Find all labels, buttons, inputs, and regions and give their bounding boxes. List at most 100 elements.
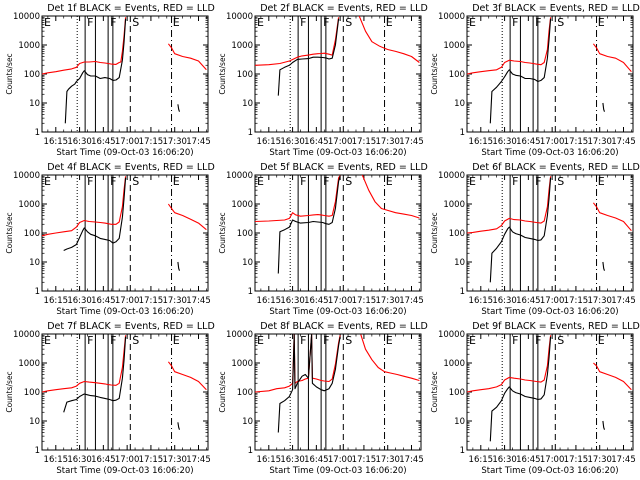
lld-series-line <box>167 43 207 71</box>
x-tick-label: 17:15 <box>352 296 377 306</box>
region-letter: E <box>469 334 476 347</box>
region-letter: F <box>512 16 518 29</box>
x-tick-label: 16:15 <box>44 296 69 306</box>
x-tick-label: 17:15 <box>139 455 164 465</box>
region-letter: E <box>598 334 605 347</box>
x-tick-label: 16:15 <box>257 296 282 306</box>
y-axis-label: Counts/sec <box>5 212 14 253</box>
x-tick-label: 17:30 <box>162 296 187 306</box>
region-letter: F <box>512 175 518 188</box>
lld-series-line <box>255 334 341 393</box>
x-tick-label: 17:30 <box>587 137 612 147</box>
region-letter: F <box>300 16 306 29</box>
x-tick-label: 16:30 <box>67 137 92 147</box>
x-tick-label: 16:45 <box>304 455 329 465</box>
y-tick-label: 10000 <box>13 12 40 22</box>
events-series-line <box>277 334 341 433</box>
x-tick-label: 17:45 <box>186 137 211 147</box>
data-group <box>42 335 207 430</box>
x-tick-label: 17:30 <box>587 455 612 465</box>
region-letter: S <box>345 334 352 347</box>
x-axis-label: Start Time (09-Oct-03 16:06:20) <box>269 466 406 476</box>
data-group <box>255 175 420 274</box>
x-tick-label: 17:30 <box>375 137 400 147</box>
x-tick-label: 17:45 <box>186 296 211 306</box>
y-tick-label: 100 <box>449 388 465 398</box>
data-group <box>467 176 632 283</box>
lld-series-line <box>592 43 632 73</box>
events-series-line <box>277 18 340 96</box>
region-letter: F <box>87 175 93 188</box>
x-tick-label: 17:15 <box>564 455 589 465</box>
lld-series-line <box>167 361 207 391</box>
y-tick-label: 10 <box>454 258 465 268</box>
x-tick-label: 17:45 <box>186 455 211 465</box>
x-tick-label: 16:30 <box>492 296 517 306</box>
y-tick-label: 10 <box>454 99 465 109</box>
region-letter: S <box>132 334 139 347</box>
region-letter: S <box>132 16 139 29</box>
x-tick-label: 17:00 <box>328 455 353 465</box>
detector-panel: Det 9f BLACK = Events, RED = LLD 1 10 100 10… <box>430 321 640 476</box>
y-tick-label: 1 <box>460 446 465 456</box>
x-axis-label: Start Time (09-Oct-03 16:06:20) <box>269 148 406 158</box>
y-tick-label: 1000 <box>443 359 465 369</box>
y-tick-label: 1000 <box>18 200 40 210</box>
region-letter: E <box>386 334 393 347</box>
x-tick-label: 16:30 <box>492 137 517 147</box>
lld-series-line <box>358 16 420 63</box>
region-letter: E <box>469 16 476 29</box>
detector-panel: Det 2f BLACK = Events, RED = LLD 1 10 100 10… <box>218 3 428 158</box>
x-tick-label: 16:30 <box>67 455 92 465</box>
y-tick-label: 10000 <box>438 330 465 340</box>
x-tick-label: 17:45 <box>399 296 424 306</box>
x-tick-label: 17:30 <box>162 137 187 147</box>
lld-series-line <box>42 176 127 237</box>
x-axis-label: Start Time (09-Oct-03 16:06:20) <box>481 307 618 317</box>
region-letter: S <box>345 175 352 188</box>
lld-series-line <box>467 335 552 393</box>
x-tick-label: 16:30 <box>280 296 305 306</box>
events-series-line <box>489 336 552 442</box>
region-letter: F <box>512 334 518 347</box>
events-series-line <box>177 104 181 112</box>
events-series-line <box>489 18 552 124</box>
x-tick-label: 16:15 <box>257 455 282 465</box>
x-tick-label: 17:45 <box>611 455 636 465</box>
lld-series-line <box>592 202 632 232</box>
region-letter: F <box>323 16 329 29</box>
lld-series-line <box>255 175 341 223</box>
y-tick-label: 1000 <box>18 359 40 369</box>
y-tick-label: 100 <box>237 229 253 239</box>
region-letter: S <box>345 16 352 29</box>
region-letter: F <box>323 175 329 188</box>
detector-panel: Det 3f BLACK = Events, RED = LLD 1 10 100 10… <box>430 3 640 158</box>
x-tick-label: 17:00 <box>328 296 353 306</box>
x-tick-label: 16:45 <box>91 455 116 465</box>
data-group <box>42 17 207 124</box>
x-tick-label: 16:45 <box>91 137 116 147</box>
y-tick-label: 10000 <box>226 12 253 22</box>
x-tick-label: 16:15 <box>257 137 282 147</box>
events-series-line <box>177 261 181 271</box>
y-tick-label: 10000 <box>226 171 253 181</box>
detector-panel: Det 6f BLACK = Events, RED = LLD 1 10 100 10… <box>430 162 640 317</box>
x-tick-label: 17:15 <box>139 296 164 306</box>
panel-title: Det 9f BLACK = Events, RED = LLD <box>472 321 640 332</box>
panel-title: Det 5f BLACK = Events, RED = LLD <box>260 162 428 173</box>
region-letter: S <box>557 334 564 347</box>
events-series-line <box>277 176 341 274</box>
y-tick-label: 100 <box>237 388 253 398</box>
x-tick-label: 17:00 <box>115 455 140 465</box>
y-tick-label: 10 <box>242 99 253 109</box>
x-tick-label: 16:45 <box>304 296 329 306</box>
x-axis-label: Start Time (09-Oct-03 16:06:20) <box>481 148 618 158</box>
y-tick-label: 100 <box>24 229 40 239</box>
region-letter: F <box>535 175 541 188</box>
panel-title: Det 1f BLACK = Events, RED = LLD <box>47 3 215 14</box>
events-series-line <box>489 177 552 283</box>
x-tick-label: 16:30 <box>280 137 305 147</box>
x-tick-label: 16:15 <box>44 455 69 465</box>
y-tick-label: 10 <box>242 417 253 427</box>
events-series-line <box>63 336 127 413</box>
